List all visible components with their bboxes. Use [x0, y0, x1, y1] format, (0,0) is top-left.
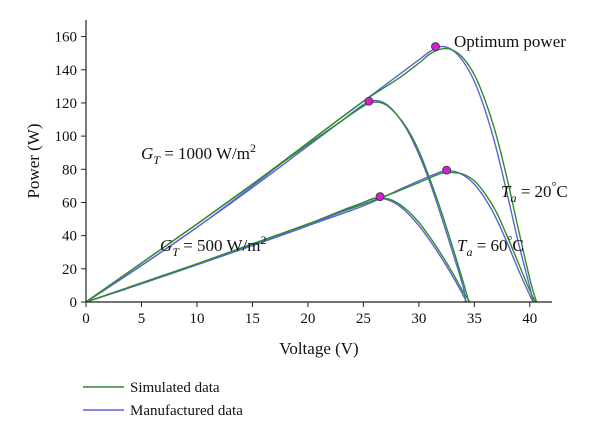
irradiance-subscript: T [153, 153, 161, 167]
y-axis-title: Power (W) [24, 123, 43, 198]
legend: Simulated data Manufactured data [83, 380, 243, 419]
temperature-symbol: T [457, 236, 468, 255]
irradiance-superscript: 2 [261, 233, 267, 247]
x-tick-label: 30 [411, 311, 426, 327]
curves [85, 45, 538, 303]
irradiance-500-label: GT = 500 W/m2 [160, 233, 267, 259]
irradiance-superscript: 2 [250, 141, 256, 155]
degree-sign: ° [508, 233, 513, 247]
y-tick-label: 60 [62, 195, 77, 211]
temperature-value: = 20 [516, 182, 551, 201]
y-tick-label: 20 [62, 262, 77, 278]
simulated-curve-3 [85, 171, 536, 303]
x-tick-label: 40 [522, 311, 537, 327]
simulated-curve-1 [85, 47, 538, 303]
degree-sign: ° [552, 179, 557, 193]
y-tick-label: 0 [70, 295, 78, 311]
temperature-unit: C [512, 236, 523, 255]
x-tick-label: 20 [300, 311, 315, 327]
irradiance-value: = 1000 W/m [160, 144, 250, 163]
x-tick-label: 5 [138, 311, 146, 327]
y-tick-label: 40 [62, 229, 77, 245]
temperature-subscript: a [466, 245, 472, 259]
irradiance-subscript: T [172, 245, 180, 259]
temperature-subscript: a [510, 191, 516, 205]
optimum-point-4 [375, 192, 385, 202]
y-tick-label: 80 [62, 162, 77, 178]
x-tick-label: 15 [245, 311, 260, 327]
y-tick-label: 140 [55, 63, 78, 79]
irradiance-value: = 500 W/m [179, 236, 261, 255]
x-tick-label: 10 [189, 311, 204, 327]
optimum-power-label: Optimum power [454, 32, 566, 51]
axis-ticks: 0 5 10 15 20 25 30 35 40 0 20 40 60 80 100 120 140 160 [55, 30, 538, 327]
legend-label-simulated: Simulated data [130, 380, 220, 396]
y-tick-label: 160 [55, 30, 78, 46]
x-tick-label: 25 [356, 311, 371, 327]
manufactured-curve-4 [85, 197, 468, 303]
x-axis-title: Voltage (V) [279, 339, 358, 358]
x-tick-label: 0 [82, 311, 90, 327]
simulated-curve-2 [85, 101, 470, 303]
manufactured-curve-1 [85, 45, 534, 303]
irradiance-1000-label: GT = 1000 W/m2 [141, 141, 256, 167]
x-tick-label: 35 [467, 311, 482, 327]
simulated-curve-4 [85, 197, 471, 303]
y-tick-label: 100 [55, 129, 78, 145]
irradiance-symbol: G [160, 236, 172, 255]
manufactured-curve-2 [85, 99, 467, 303]
optimum-point-1 [431, 42, 440, 51]
temperature-unit: C [556, 182, 567, 201]
irradiance-symbol: G [141, 144, 153, 163]
temperature-60-label: Ta = 60°C [457, 233, 524, 259]
temperature-20-label: Ta = 20°C [501, 179, 568, 205]
temperature-symbol: T [501, 182, 512, 201]
legend-label-manufactured: Manufactured data [130, 403, 243, 419]
optimum-point-2 [364, 96, 374, 106]
y-tick-label: 120 [55, 96, 78, 112]
optimum-markers [364, 42, 451, 202]
optimum-point-3 [442, 165, 451, 175]
temperature-value: = 60 [472, 236, 507, 255]
